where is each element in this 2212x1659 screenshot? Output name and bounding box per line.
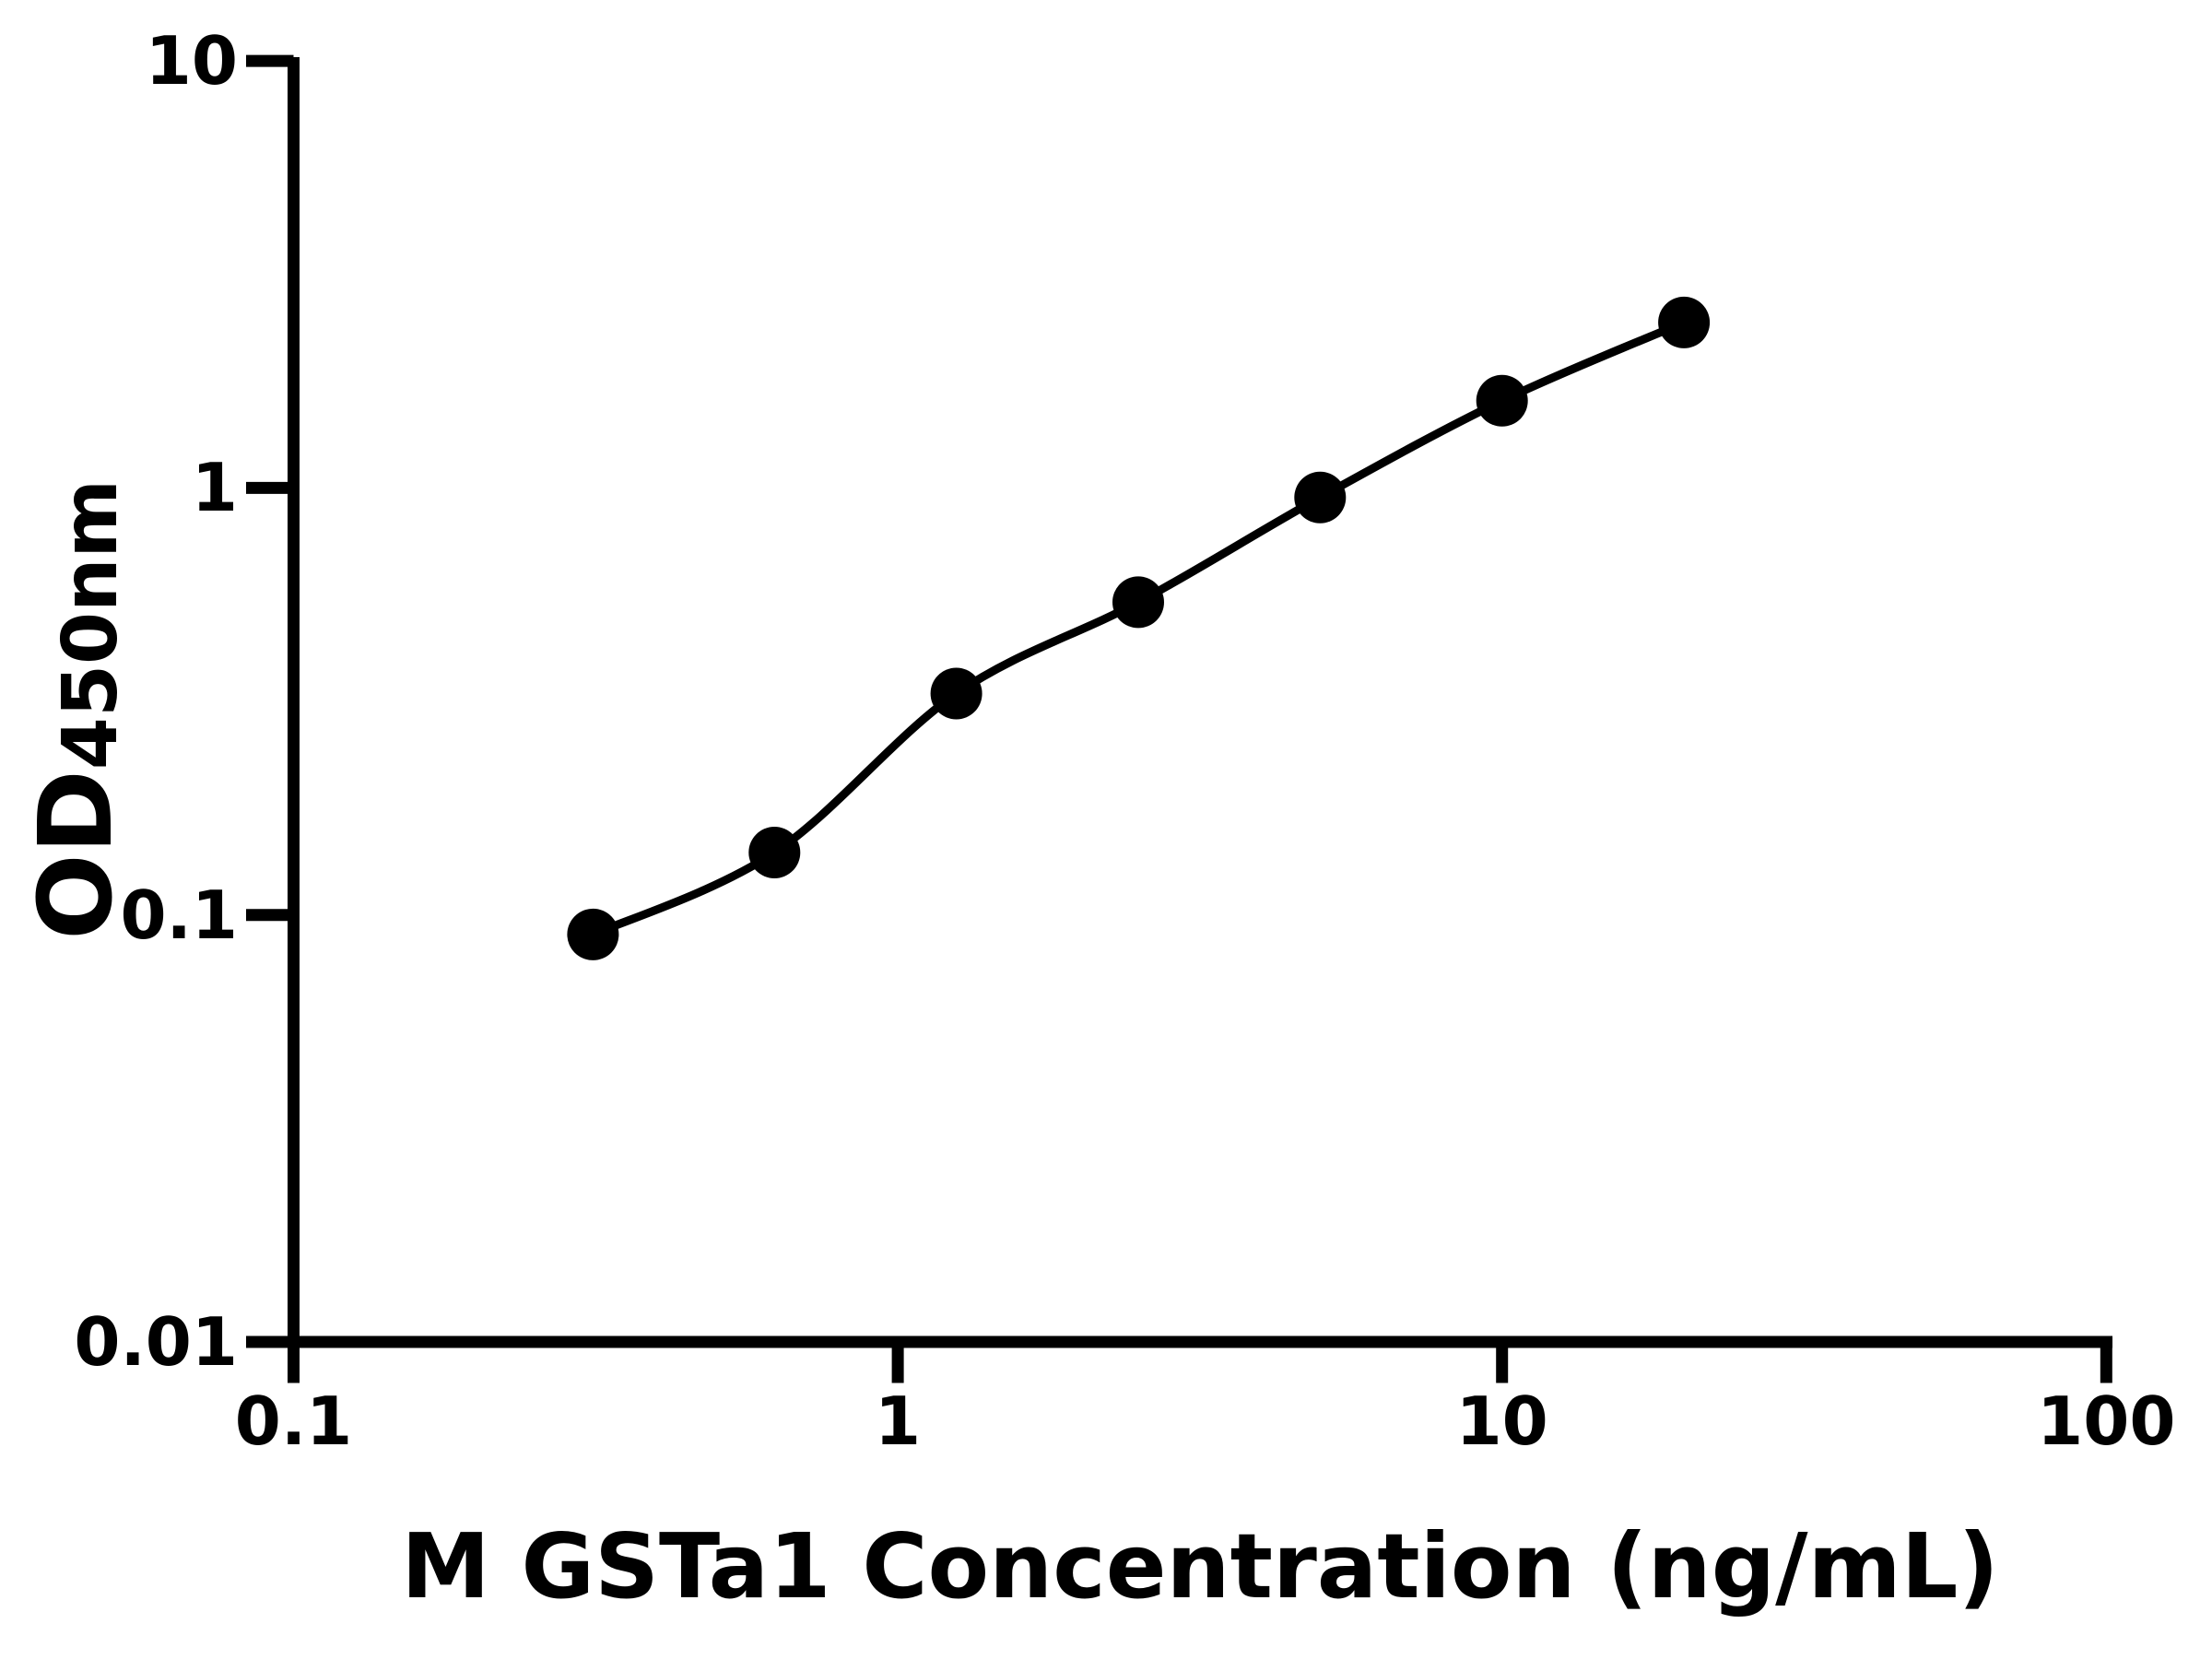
data-point: [1112, 576, 1164, 629]
x-tick-label: 100: [2037, 1382, 2176, 1460]
y-tick-label: 0.01: [74, 1303, 238, 1381]
data-point: [748, 827, 801, 878]
data-point: [567, 908, 619, 960]
data-point: [1658, 296, 1711, 348]
y-tick-label: 10: [145, 22, 238, 100]
y-axis-title-sub: 450nm: [47, 479, 135, 771]
y-tick-label: 0.1: [120, 876, 238, 954]
x-tick-label: 1: [875, 1382, 922, 1460]
x-tick-label: 10: [1455, 1382, 1548, 1460]
x-tick-label: 0.1: [234, 1382, 353, 1460]
x-axis-title: M GSTa1 Concentration (ng/mL): [401, 1514, 1999, 1618]
data-point: [1476, 374, 1528, 427]
data-point: [1294, 471, 1347, 524]
y-tick-label: 1: [191, 449, 238, 527]
y-axis-title: OD450nm: [17, 479, 135, 940]
data-point: [930, 667, 982, 720]
y-axis-title-main: OD: [17, 770, 135, 940]
